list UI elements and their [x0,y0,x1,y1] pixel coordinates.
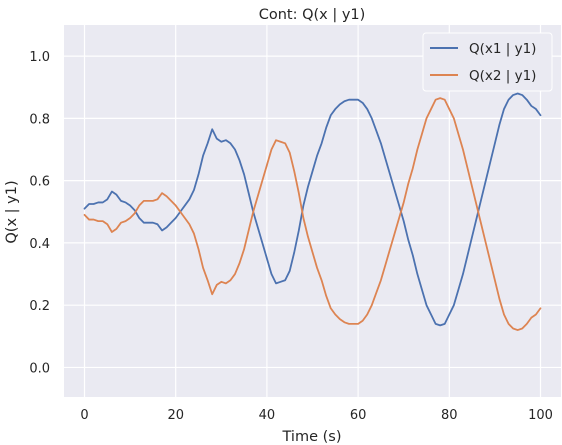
x-tick-label: 40 [259,408,276,423]
legend-label-q-x1: Q(x1 | y1) [469,41,536,57]
y-tick-label: 0.6 [29,175,50,190]
y-tick-label: 0.0 [29,361,50,376]
series-lines [83,92,542,331]
x-tick-label: 100 [528,408,553,423]
y-tick-label: 0.4 [29,237,50,252]
x-axis-ticks: 0 20 40 60 80 100 [80,408,553,423]
x-tick-label: 80 [441,408,458,423]
series-line-2 [83,97,542,331]
y-axis-ticks: 0.0 0.2 0.4 0.6 0.8 1.0 [29,50,50,376]
x-axis-label: Time (s) [282,429,342,445]
y-tick-label: 1.0 [29,50,50,65]
series-line-1 [83,92,542,327]
y-tick-label: 0.8 [29,112,50,127]
legend-label-q-x2: Q(x2 | y1) [469,68,536,84]
y-axis-label: Q(x | y1) [4,180,20,243]
x-tick-label: 20 [167,408,184,423]
x-tick-label: 0 [80,408,88,423]
y-tick-label: 0.2 [29,299,50,314]
x-tick-label: 60 [350,408,367,423]
grid [64,25,561,397]
legend: Q(x1 | y1) Q(x2 | y1) [422,32,553,92]
chart-title: Cont: Q(x | y1) [259,7,366,23]
